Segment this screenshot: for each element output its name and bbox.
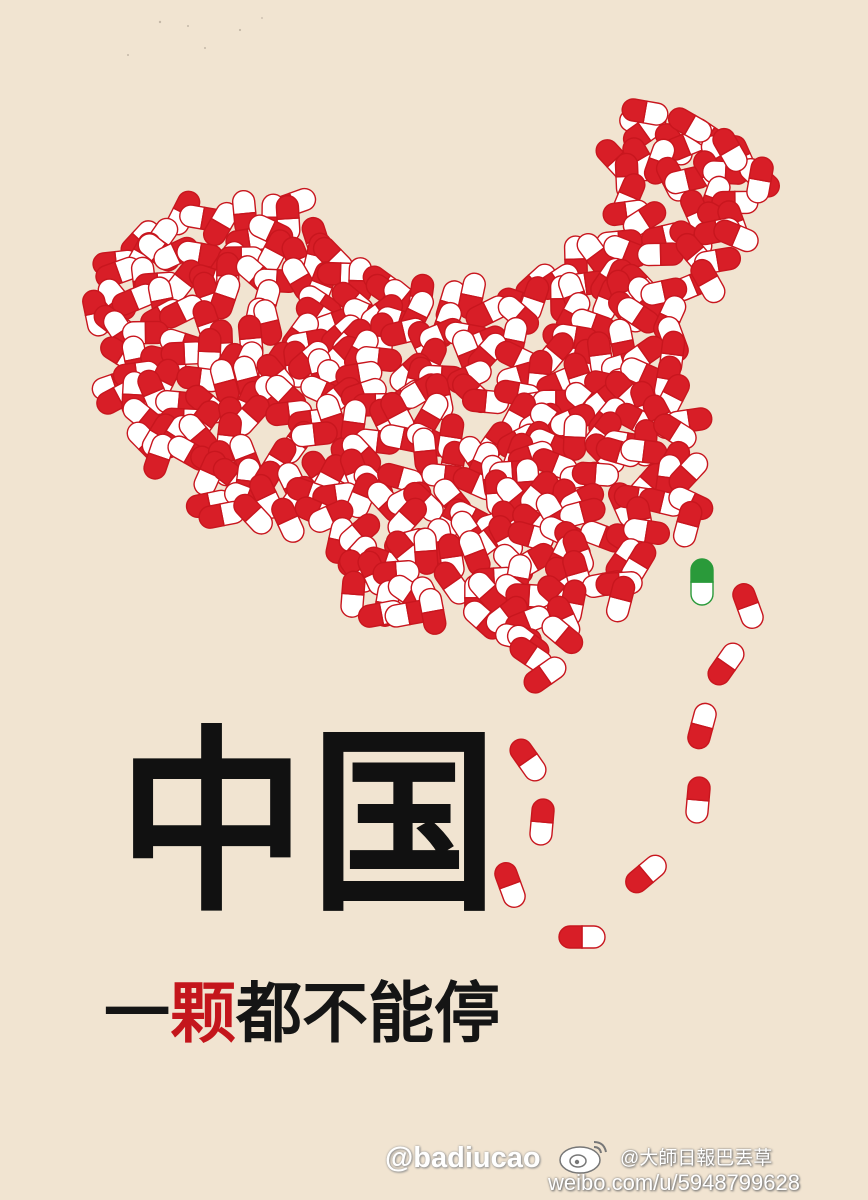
capsule-pill-icon — [605, 575, 636, 623]
specks — [127, 17, 263, 56]
capsule-pill-icon — [558, 925, 606, 949]
capsule-pill-icon — [672, 500, 703, 548]
capsule-pill-icon — [418, 587, 447, 635]
capsule-pill-icon — [636, 242, 685, 267]
capsule-pill-icon — [732, 583, 764, 629]
capsule-pill-icon — [271, 497, 305, 543]
capsule-pill-icon — [562, 413, 588, 461]
capsule-pill-icon — [712, 127, 748, 173]
capsule-pill-icon — [509, 738, 547, 782]
capsule-pill-icon — [746, 156, 774, 204]
subtitle-prefix: 一 — [104, 974, 170, 1052]
capsule-pill-icon — [571, 461, 620, 487]
capsule-pill-icon — [713, 219, 759, 253]
green-capsule-pill-icon — [690, 558, 714, 606]
capsule-pill-icon — [340, 570, 366, 618]
capsule-pill-icon — [640, 277, 688, 306]
capsule-pill-icon — [690, 258, 726, 304]
capsule-pill-icon — [620, 438, 668, 465]
odd-pill-layer — [690, 558, 714, 606]
capsule-pill-icon — [667, 107, 713, 143]
subtitle-suffix: 都不能停 — [236, 974, 500, 1052]
weibo-url: weibo.com/u/5948799628 — [548, 1170, 800, 1195]
capsule-pill-icon — [541, 615, 584, 655]
capsule-pill-icon — [687, 702, 717, 750]
capsule-pill-icon — [621, 98, 669, 126]
subtitle-red-word: 颗 — [170, 974, 236, 1052]
capsule-pill-icon — [143, 433, 175, 480]
capsule-pill-icon — [559, 497, 606, 528]
capsule-pill-icon — [290, 421, 338, 448]
capsule-pill-icon — [523, 656, 567, 694]
capsule-pill-icon — [412, 427, 438, 475]
capsule-pill-icon — [625, 854, 667, 894]
capsule-pill-icon — [253, 299, 283, 346]
pills-layer — [82, 98, 780, 949]
capsule-pill-icon — [529, 798, 555, 846]
poster-title: 中国 — [118, 707, 502, 940]
capsule-pill-icon — [233, 493, 273, 535]
weibo-logo-icon — [559, 1141, 607, 1174]
weibo-handle: @大師日報巴丟草 — [620, 1148, 773, 1169]
capsule-pill-icon — [433, 561, 471, 605]
artist-signature: @badiucao — [385, 1142, 541, 1174]
capsule-pill-icon — [494, 862, 526, 908]
capsule-pill-icon — [668, 452, 709, 494]
poster-subtitle: 一颗都不能停 — [104, 980, 500, 1046]
capsule-pill-icon — [685, 776, 711, 824]
capsule-pill-icon — [707, 642, 745, 686]
capsule-pill-icon — [413, 527, 439, 575]
